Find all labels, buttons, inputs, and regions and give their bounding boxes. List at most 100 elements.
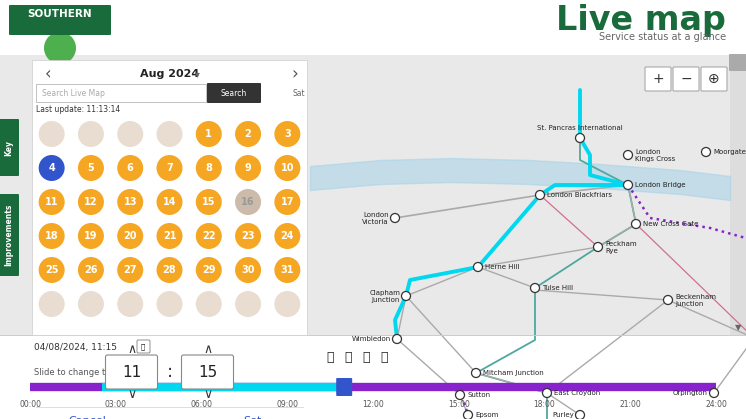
Circle shape xyxy=(117,223,143,249)
Text: Sutton: Sutton xyxy=(467,392,490,398)
FancyBboxPatch shape xyxy=(729,54,746,71)
Circle shape xyxy=(275,291,301,317)
Circle shape xyxy=(542,388,551,398)
Circle shape xyxy=(157,189,183,215)
Text: 27: 27 xyxy=(124,265,137,275)
Text: East Croydon: East Croydon xyxy=(554,390,601,396)
Circle shape xyxy=(575,134,585,142)
Circle shape xyxy=(701,147,710,157)
Text: 📅: 📅 xyxy=(141,344,145,350)
Text: +: + xyxy=(652,72,664,86)
Circle shape xyxy=(157,223,183,249)
FancyBboxPatch shape xyxy=(207,83,261,103)
Text: 04/08/2024, 11:15: 04/08/2024, 11:15 xyxy=(34,342,117,352)
Bar xyxy=(0,335,746,419)
Circle shape xyxy=(78,121,104,147)
Circle shape xyxy=(39,223,65,249)
Circle shape xyxy=(195,257,222,283)
Circle shape xyxy=(456,391,465,399)
Circle shape xyxy=(195,155,222,181)
Circle shape xyxy=(275,155,301,181)
Text: ⏭: ⏭ xyxy=(380,351,388,364)
Text: Search: Search xyxy=(221,88,247,98)
Text: 30: 30 xyxy=(241,265,255,275)
Circle shape xyxy=(401,292,410,300)
Circle shape xyxy=(117,257,143,283)
Text: 23: 23 xyxy=(241,231,255,241)
Circle shape xyxy=(624,181,633,189)
Text: 16: 16 xyxy=(241,197,255,207)
Text: Set: Set xyxy=(242,416,261,419)
Bar xyxy=(730,55,746,335)
Text: ∨: ∨ xyxy=(127,388,136,401)
FancyBboxPatch shape xyxy=(0,194,19,276)
Text: ∧: ∧ xyxy=(203,342,212,355)
Text: Beckenham
Junction: Beckenham Junction xyxy=(675,293,716,307)
Text: ⏪: ⏪ xyxy=(344,351,352,364)
Text: St. Pancras International: St. Pancras International xyxy=(537,125,623,131)
Circle shape xyxy=(575,411,585,419)
Circle shape xyxy=(390,214,400,222)
Circle shape xyxy=(471,368,480,378)
Text: 21: 21 xyxy=(163,231,176,241)
Text: Sat: Sat xyxy=(292,88,305,98)
Text: Herne Hill: Herne Hill xyxy=(485,264,519,270)
Text: Key: Key xyxy=(4,140,13,155)
Circle shape xyxy=(157,121,183,147)
Text: ⏩: ⏩ xyxy=(363,351,370,364)
Text: Mitcham Junction: Mitcham Junction xyxy=(483,370,544,376)
Text: 2: 2 xyxy=(245,129,251,139)
Circle shape xyxy=(39,257,65,283)
FancyBboxPatch shape xyxy=(701,67,727,91)
Circle shape xyxy=(530,284,539,292)
Text: Search Live Map: Search Live Map xyxy=(42,88,105,98)
Text: ▾: ▾ xyxy=(195,69,200,79)
Circle shape xyxy=(235,121,261,147)
Text: Peckham
Rye: Peckham Rye xyxy=(605,241,636,253)
Text: Service status at a glance: Service status at a glance xyxy=(599,32,726,42)
Text: 18:00: 18:00 xyxy=(533,399,555,409)
Text: 20: 20 xyxy=(124,231,137,241)
FancyBboxPatch shape xyxy=(105,355,157,389)
Circle shape xyxy=(39,121,65,147)
Text: 15: 15 xyxy=(202,197,216,207)
Text: ∧: ∧ xyxy=(127,342,136,355)
Text: Tulse Hill: Tulse Hill xyxy=(542,285,573,291)
FancyBboxPatch shape xyxy=(137,340,150,353)
Circle shape xyxy=(594,243,603,251)
Bar xyxy=(0,55,746,335)
FancyBboxPatch shape xyxy=(673,67,699,91)
Text: Live map: Live map xyxy=(556,4,726,37)
Text: ∨: ∨ xyxy=(203,388,212,401)
FancyBboxPatch shape xyxy=(336,378,352,396)
Circle shape xyxy=(157,291,183,317)
FancyBboxPatch shape xyxy=(0,119,19,176)
Text: Wimbledon: Wimbledon xyxy=(352,336,391,342)
Text: Clapham
Junction: Clapham Junction xyxy=(369,290,400,303)
Text: SOUTHERN: SOUTHERN xyxy=(28,9,93,19)
Text: ‹: ‹ xyxy=(45,65,51,83)
Text: 09:00: 09:00 xyxy=(276,399,298,409)
Text: London
Victoria: London Victoria xyxy=(363,212,389,225)
Circle shape xyxy=(157,257,183,283)
Circle shape xyxy=(392,334,401,344)
Text: 15:00: 15:00 xyxy=(448,399,470,409)
Text: :: : xyxy=(166,363,172,381)
Bar xyxy=(32,60,307,335)
Text: 24: 24 xyxy=(280,231,294,241)
Text: London Bridge: London Bridge xyxy=(635,182,686,188)
Text: ›: › xyxy=(292,65,298,83)
Circle shape xyxy=(663,295,672,305)
Text: 13: 13 xyxy=(124,197,137,207)
Circle shape xyxy=(275,257,301,283)
Text: 29: 29 xyxy=(202,265,216,275)
Circle shape xyxy=(275,121,301,147)
Circle shape xyxy=(39,189,65,215)
Bar xyxy=(36,84,206,102)
Text: 03:00: 03:00 xyxy=(104,399,127,409)
Circle shape xyxy=(235,291,261,317)
Text: 3: 3 xyxy=(284,129,291,139)
Text: 18: 18 xyxy=(45,231,58,241)
Text: 06:00: 06:00 xyxy=(190,399,213,409)
Text: Moorgate: Moorgate xyxy=(713,149,746,155)
